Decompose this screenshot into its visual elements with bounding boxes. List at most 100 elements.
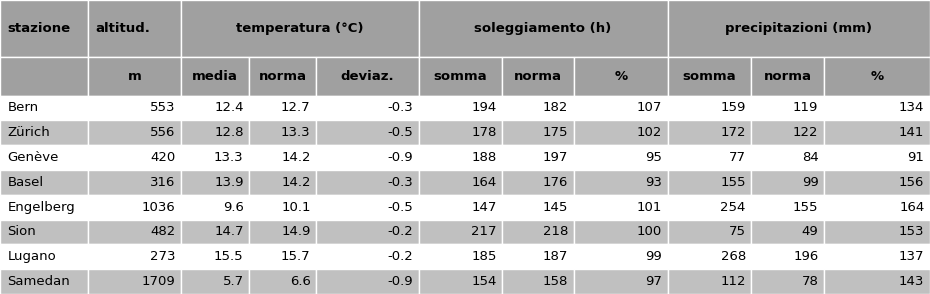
Text: 1036: 1036 — [142, 201, 176, 214]
Text: 188: 188 — [472, 151, 497, 164]
Text: Bern: Bern — [7, 101, 38, 114]
Bar — [751, 220, 824, 244]
Text: 14.7: 14.7 — [214, 225, 244, 238]
Text: 112: 112 — [721, 275, 746, 288]
Bar — [88, 269, 181, 294]
Bar — [249, 269, 316, 294]
Text: 196: 196 — [793, 250, 818, 263]
Text: -0.5: -0.5 — [387, 126, 413, 139]
Text: 107: 107 — [637, 101, 662, 114]
Text: 15.7: 15.7 — [281, 250, 311, 263]
Text: -0.9: -0.9 — [387, 275, 413, 288]
Bar — [88, 195, 181, 220]
Text: 102: 102 — [637, 126, 662, 139]
Text: 91: 91 — [908, 151, 924, 164]
Bar — [0, 170, 88, 195]
Bar — [249, 244, 316, 269]
Bar — [574, 57, 668, 96]
Text: Lugano: Lugano — [7, 250, 56, 263]
Text: media: media — [193, 70, 238, 83]
Text: 556: 556 — [151, 126, 176, 139]
Text: 10.1: 10.1 — [281, 201, 311, 214]
Bar — [418, 195, 502, 220]
Text: 14.2: 14.2 — [281, 176, 311, 189]
Bar — [502, 120, 574, 145]
Text: 13.3: 13.3 — [281, 126, 311, 139]
Bar — [824, 120, 930, 145]
Text: Genève: Genève — [7, 151, 59, 164]
Text: 164: 164 — [472, 176, 497, 189]
Text: -0.9: -0.9 — [387, 151, 413, 164]
Text: 316: 316 — [151, 176, 176, 189]
Bar — [181, 220, 249, 244]
Text: 155: 155 — [793, 201, 818, 214]
Bar — [502, 220, 574, 244]
Bar — [316, 195, 418, 220]
Text: altitud.: altitud. — [96, 22, 151, 35]
Bar — [668, 57, 751, 96]
Text: 156: 156 — [899, 176, 924, 189]
Text: 482: 482 — [151, 225, 176, 238]
Bar — [88, 145, 181, 170]
Text: 13.9: 13.9 — [214, 176, 244, 189]
Text: 119: 119 — [793, 101, 818, 114]
Text: Basel: Basel — [7, 176, 44, 189]
Text: 77: 77 — [729, 151, 746, 164]
Bar — [249, 220, 316, 244]
Text: 100: 100 — [637, 225, 662, 238]
Bar — [668, 120, 751, 145]
Text: %: % — [614, 70, 628, 83]
Bar — [574, 145, 668, 170]
Text: 178: 178 — [472, 126, 497, 139]
Bar — [824, 170, 930, 195]
Text: 553: 553 — [151, 101, 176, 114]
Bar — [751, 170, 824, 195]
Bar — [418, 0, 668, 57]
Text: Sion: Sion — [7, 225, 36, 238]
Text: 145: 145 — [543, 201, 568, 214]
Text: 12.4: 12.4 — [214, 101, 244, 114]
Bar — [181, 170, 249, 195]
Bar — [0, 57, 88, 96]
Text: 159: 159 — [721, 101, 746, 114]
Text: -0.3: -0.3 — [387, 176, 413, 189]
Bar — [824, 96, 930, 120]
Bar — [668, 96, 751, 120]
Text: 95: 95 — [645, 151, 662, 164]
Text: precipitazioni (mm): precipitazioni (mm) — [725, 22, 872, 35]
Bar — [0, 0, 88, 57]
Bar — [0, 244, 88, 269]
Bar — [668, 0, 930, 57]
Bar — [316, 96, 418, 120]
Text: 158: 158 — [543, 275, 568, 288]
Bar — [316, 120, 418, 145]
Bar — [88, 57, 181, 96]
Text: -0.2: -0.2 — [387, 225, 413, 238]
Bar — [181, 269, 249, 294]
Bar — [181, 0, 418, 57]
Bar — [751, 120, 824, 145]
Bar — [751, 195, 824, 220]
Bar — [751, 96, 824, 120]
Text: temperatura (°C): temperatura (°C) — [236, 22, 364, 35]
Text: 176: 176 — [543, 176, 568, 189]
Text: 268: 268 — [721, 250, 746, 263]
Text: Engelberg: Engelberg — [7, 201, 75, 214]
Bar — [502, 170, 574, 195]
Text: 185: 185 — [472, 250, 497, 263]
Text: m: m — [128, 70, 141, 83]
Bar — [502, 145, 574, 170]
Text: somma: somma — [433, 70, 487, 83]
Bar — [502, 269, 574, 294]
Text: norma: norma — [514, 70, 562, 83]
Text: somma: somma — [683, 70, 737, 83]
Bar — [0, 96, 88, 120]
Bar — [824, 269, 930, 294]
Text: 154: 154 — [472, 275, 497, 288]
Bar — [824, 220, 930, 244]
Bar — [574, 120, 668, 145]
Text: 6.6: 6.6 — [290, 275, 311, 288]
Text: Samedan: Samedan — [7, 275, 70, 288]
Text: 78: 78 — [802, 275, 818, 288]
Text: 97: 97 — [645, 275, 662, 288]
